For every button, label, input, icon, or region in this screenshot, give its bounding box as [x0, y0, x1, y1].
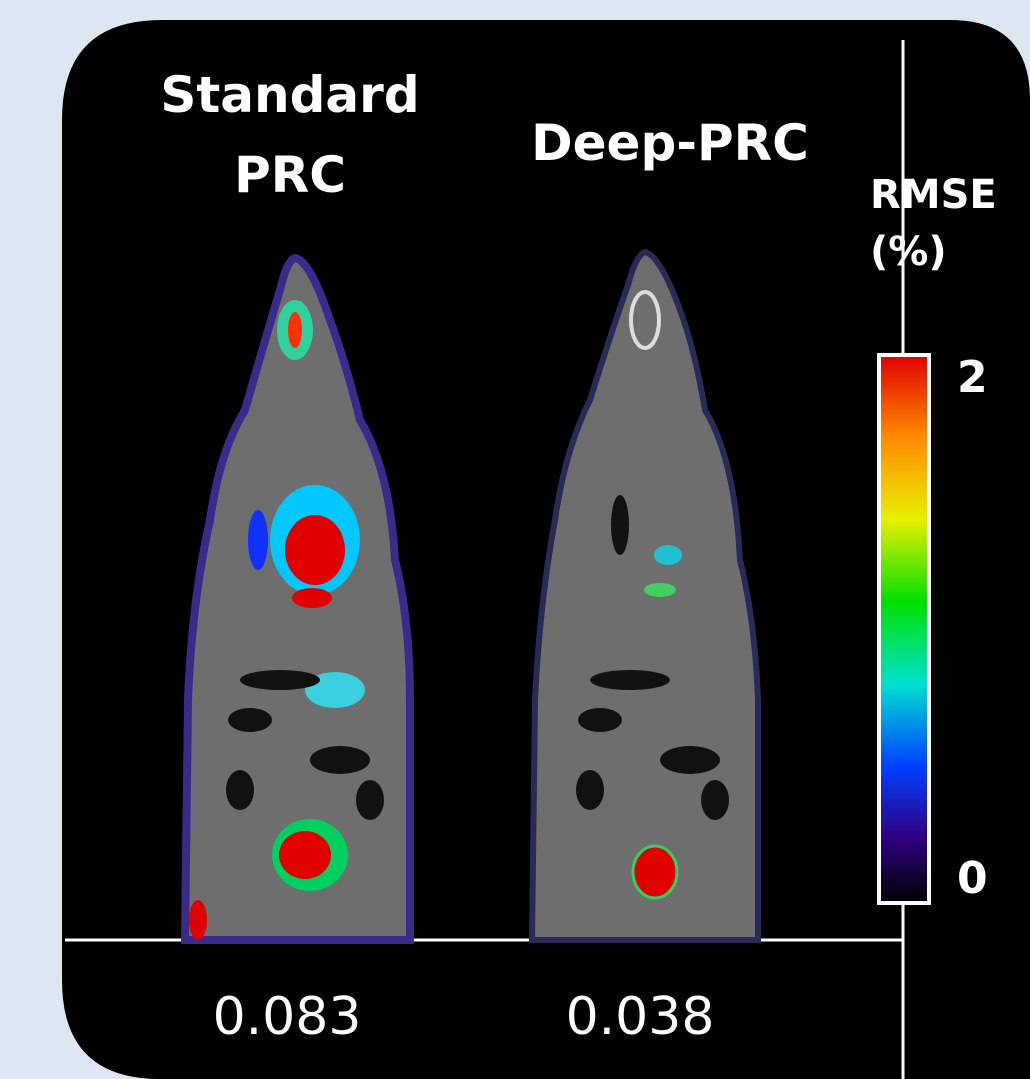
panel-title: PRC [234, 146, 346, 204]
colorbar-label: RMSE [870, 172, 997, 218]
panel-title: Deep-PRC [531, 114, 809, 172]
figure: Standard PRC Deep-PRC 0.083 0.038 RMSE (… [0, 0, 1030, 1079]
colorbar-tick: 0 [957, 853, 988, 904]
colorbar [879, 355, 929, 903]
rmse-value: 0.038 [566, 987, 715, 1047]
rmse-value: 0.083 [213, 987, 362, 1047]
panel-title: Standard [160, 66, 419, 124]
page: Standard PRC Deep-PRC 0.083 0.038 RMSE (… [0, 0, 1030, 1079]
colorbar-tick: 2 [957, 352, 988, 403]
colorbar-label: (%) [870, 229, 947, 275]
